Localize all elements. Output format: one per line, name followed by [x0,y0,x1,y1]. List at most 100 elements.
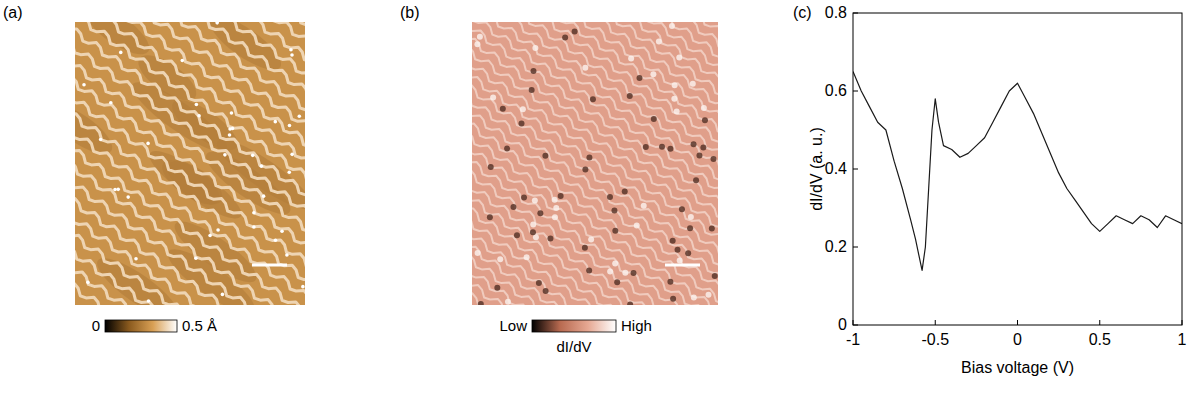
y-axis-title: dI/dV (a. u.) [808,127,825,211]
image-stripe [472,22,718,213]
image-spot [641,203,647,209]
image-spot [504,146,510,152]
image-spot [487,214,493,220]
y-tick-label: 0.4 [825,160,847,177]
image-stripe [472,79,718,306]
image-spot [656,38,662,44]
image-spot [643,144,649,150]
image-stripe [472,22,718,279]
image-stripe [75,116,305,305]
image-stripe [472,120,718,306]
image-spot [529,87,535,93]
x-tick [935,320,936,325]
spectrum-line [853,72,1182,271]
image-dot [126,195,130,199]
image-stripe [75,208,262,305]
image-stripe [75,288,206,305]
image-dot [298,115,302,119]
image-stripe [75,219,254,305]
image-spot [702,117,708,123]
image-spot [532,45,538,51]
image-dot [301,285,305,289]
image-dot [260,164,264,168]
image-spot [628,56,634,62]
image-dot [280,229,284,233]
image-dot [208,234,212,238]
image-spot [547,236,553,242]
image-spot [586,267,592,273]
image-spot [706,292,712,298]
x-tick-label: 0 [1013,331,1022,348]
image-dot [216,228,220,232]
image-spot [558,193,564,199]
image-spot [521,194,527,200]
image-dot [113,188,117,192]
image-dot [290,153,294,157]
image-spot [586,154,592,160]
image-dot [146,142,150,146]
figure: (a)00.5 Å(b)LowHighdI/dV(c)-1-0.500.5100… [0,0,1194,401]
image-spot [700,144,706,150]
image-spot [530,229,536,235]
image-1 [472,22,718,305]
image-dot [252,225,256,229]
image-stripe [75,162,294,305]
image-spot [709,225,715,231]
image-dot [116,188,120,192]
image-stripe [472,234,649,305]
plot-area [853,72,1182,271]
image-spot [670,296,676,302]
image-dot [288,124,292,128]
image-stripe [472,152,706,305]
image-stripe [75,265,222,305]
image-spot [510,204,516,210]
scale-bar [252,264,287,267]
image-stripe [472,95,718,305]
image-spot [497,256,503,262]
image-stripe [75,139,305,305]
image-stripe [75,22,305,209]
image-dot [221,293,225,297]
image-stripe [472,22,718,238]
image-dot [82,83,86,87]
image-spot [524,254,530,260]
image-stripe [472,136,718,305]
image-spot [667,146,673,152]
image-stripe [472,70,718,305]
image-stripe [75,82,305,305]
image-stripe [472,22,718,304]
image-dot [262,194,266,198]
image-stripe [472,144,712,305]
image-spot [675,247,681,253]
y-tick [853,169,858,170]
image-stripe [472,128,718,305]
x-tick [1099,320,1100,325]
image-dot [134,257,138,261]
image-stripe [75,22,305,197]
image-stripe [75,300,198,305]
image-stripe [472,185,683,305]
image-stripe [472,87,718,305]
image-spot [582,65,588,71]
image-stripe [472,193,678,305]
image-stripe [75,128,305,305]
image-stripe [472,169,695,305]
image-spot [530,222,536,228]
image-0 [75,22,305,305]
y-tick-label: 0.2 [825,238,847,255]
y-tick [853,91,858,92]
x-tick-label: 1 [1178,331,1187,348]
image-stripe [75,242,238,305]
x-tick-label: 0.5 [1089,331,1111,348]
image-dot [99,138,103,142]
panel-letter: (b) [400,4,420,21]
image-dot [86,281,90,285]
image-dot [119,51,123,55]
image-spot [690,81,696,87]
image-dot [290,53,294,57]
image-stripe [75,151,302,305]
image-dot [228,127,232,131]
image-dot [215,22,219,25]
image-spot [627,302,633,305]
image-spot [612,260,618,266]
